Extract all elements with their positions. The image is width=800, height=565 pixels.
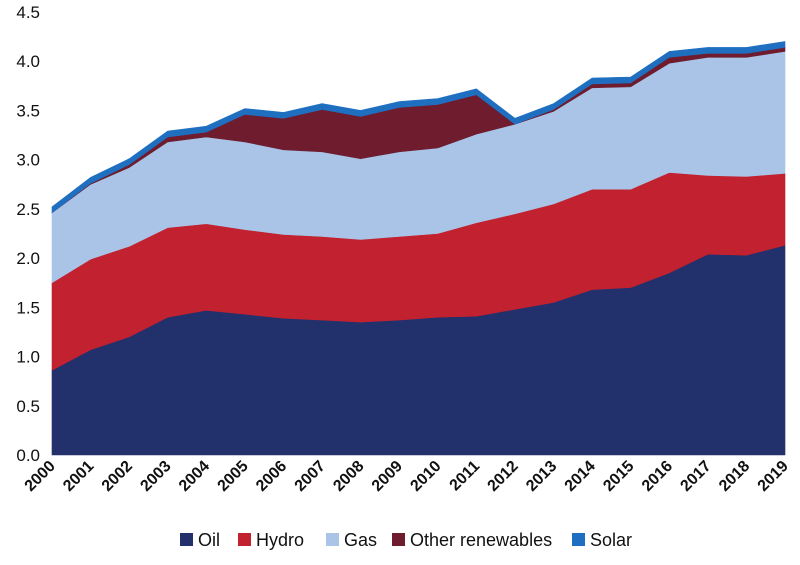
legend: Oil Hydro Gas Other renewables Solar xyxy=(180,530,632,550)
legend-swatch xyxy=(392,533,405,546)
legend-label: Gas xyxy=(344,530,377,550)
y-tick-label: 3.0 xyxy=(16,151,40,170)
y-tick-label: 4.0 xyxy=(16,52,40,71)
y-tick-label: 2.5 xyxy=(16,200,40,219)
legend-item-gas: Gas xyxy=(326,530,377,550)
x-tick-label: 2008 xyxy=(330,458,367,495)
y-tick-label: 0.0 xyxy=(16,446,40,465)
legend-swatch xyxy=(572,533,585,546)
area-solar xyxy=(51,41,786,214)
x-tick-label: 2016 xyxy=(639,458,676,495)
x-tick-label: 2005 xyxy=(215,458,252,495)
x-tick-label: 2013 xyxy=(523,458,560,495)
y-tick-label: 2.0 xyxy=(16,249,40,268)
x-tick-label: 2010 xyxy=(407,458,444,495)
legend-swatch xyxy=(326,533,339,546)
x-tick-label: 2019 xyxy=(755,458,792,495)
x-tick-label: 2012 xyxy=(485,458,522,495)
x-tick-label: 2002 xyxy=(99,458,136,495)
legend-label: Other renewables xyxy=(410,530,552,550)
x-tick-label: 2001 xyxy=(60,458,97,495)
x-tick-label: 2006 xyxy=(253,458,290,495)
legend-item-other-renewables: Other renewables xyxy=(392,530,552,550)
x-tick-label: 2018 xyxy=(716,458,753,495)
legend-swatch xyxy=(238,533,251,546)
x-tick-label: 2011 xyxy=(447,458,484,495)
legend-label: Solar xyxy=(590,530,632,550)
x-tick-label: 2003 xyxy=(137,458,174,495)
y-axis-ticks: 0.0 0.5 1.0 1.5 2.0 2.5 3.0 3.5 4.0 4.5 xyxy=(16,3,40,465)
x-tick-label: 2004 xyxy=(176,458,213,495)
y-tick-label: 1.5 xyxy=(16,298,40,317)
y-tick-label: 3.5 xyxy=(16,101,40,120)
x-tick-label: 2015 xyxy=(600,458,637,495)
legend-label: Oil xyxy=(198,530,220,550)
areas-layer xyxy=(51,41,786,456)
y-tick-label: 0.5 xyxy=(16,397,40,416)
x-tick-label: 2014 xyxy=(562,458,599,495)
y-tick-label: 4.5 xyxy=(16,3,40,22)
x-tick-label: 2009 xyxy=(369,458,406,495)
legend-item-hydro: Hydro xyxy=(238,530,304,550)
legend-item-oil: Oil xyxy=(180,530,220,550)
legend-item-solar: Solar xyxy=(572,530,632,550)
x-axis-ticks: 2000 2001 2002 2003 2004 2005 2006 2007 2008 2009… xyxy=(22,458,792,495)
x-tick-label: 2007 xyxy=(292,458,329,495)
legend-label: Hydro xyxy=(256,530,304,550)
x-tick-label: 2017 xyxy=(677,458,714,495)
y-tick-label: 1.0 xyxy=(16,348,40,367)
legend-swatch xyxy=(180,533,193,546)
